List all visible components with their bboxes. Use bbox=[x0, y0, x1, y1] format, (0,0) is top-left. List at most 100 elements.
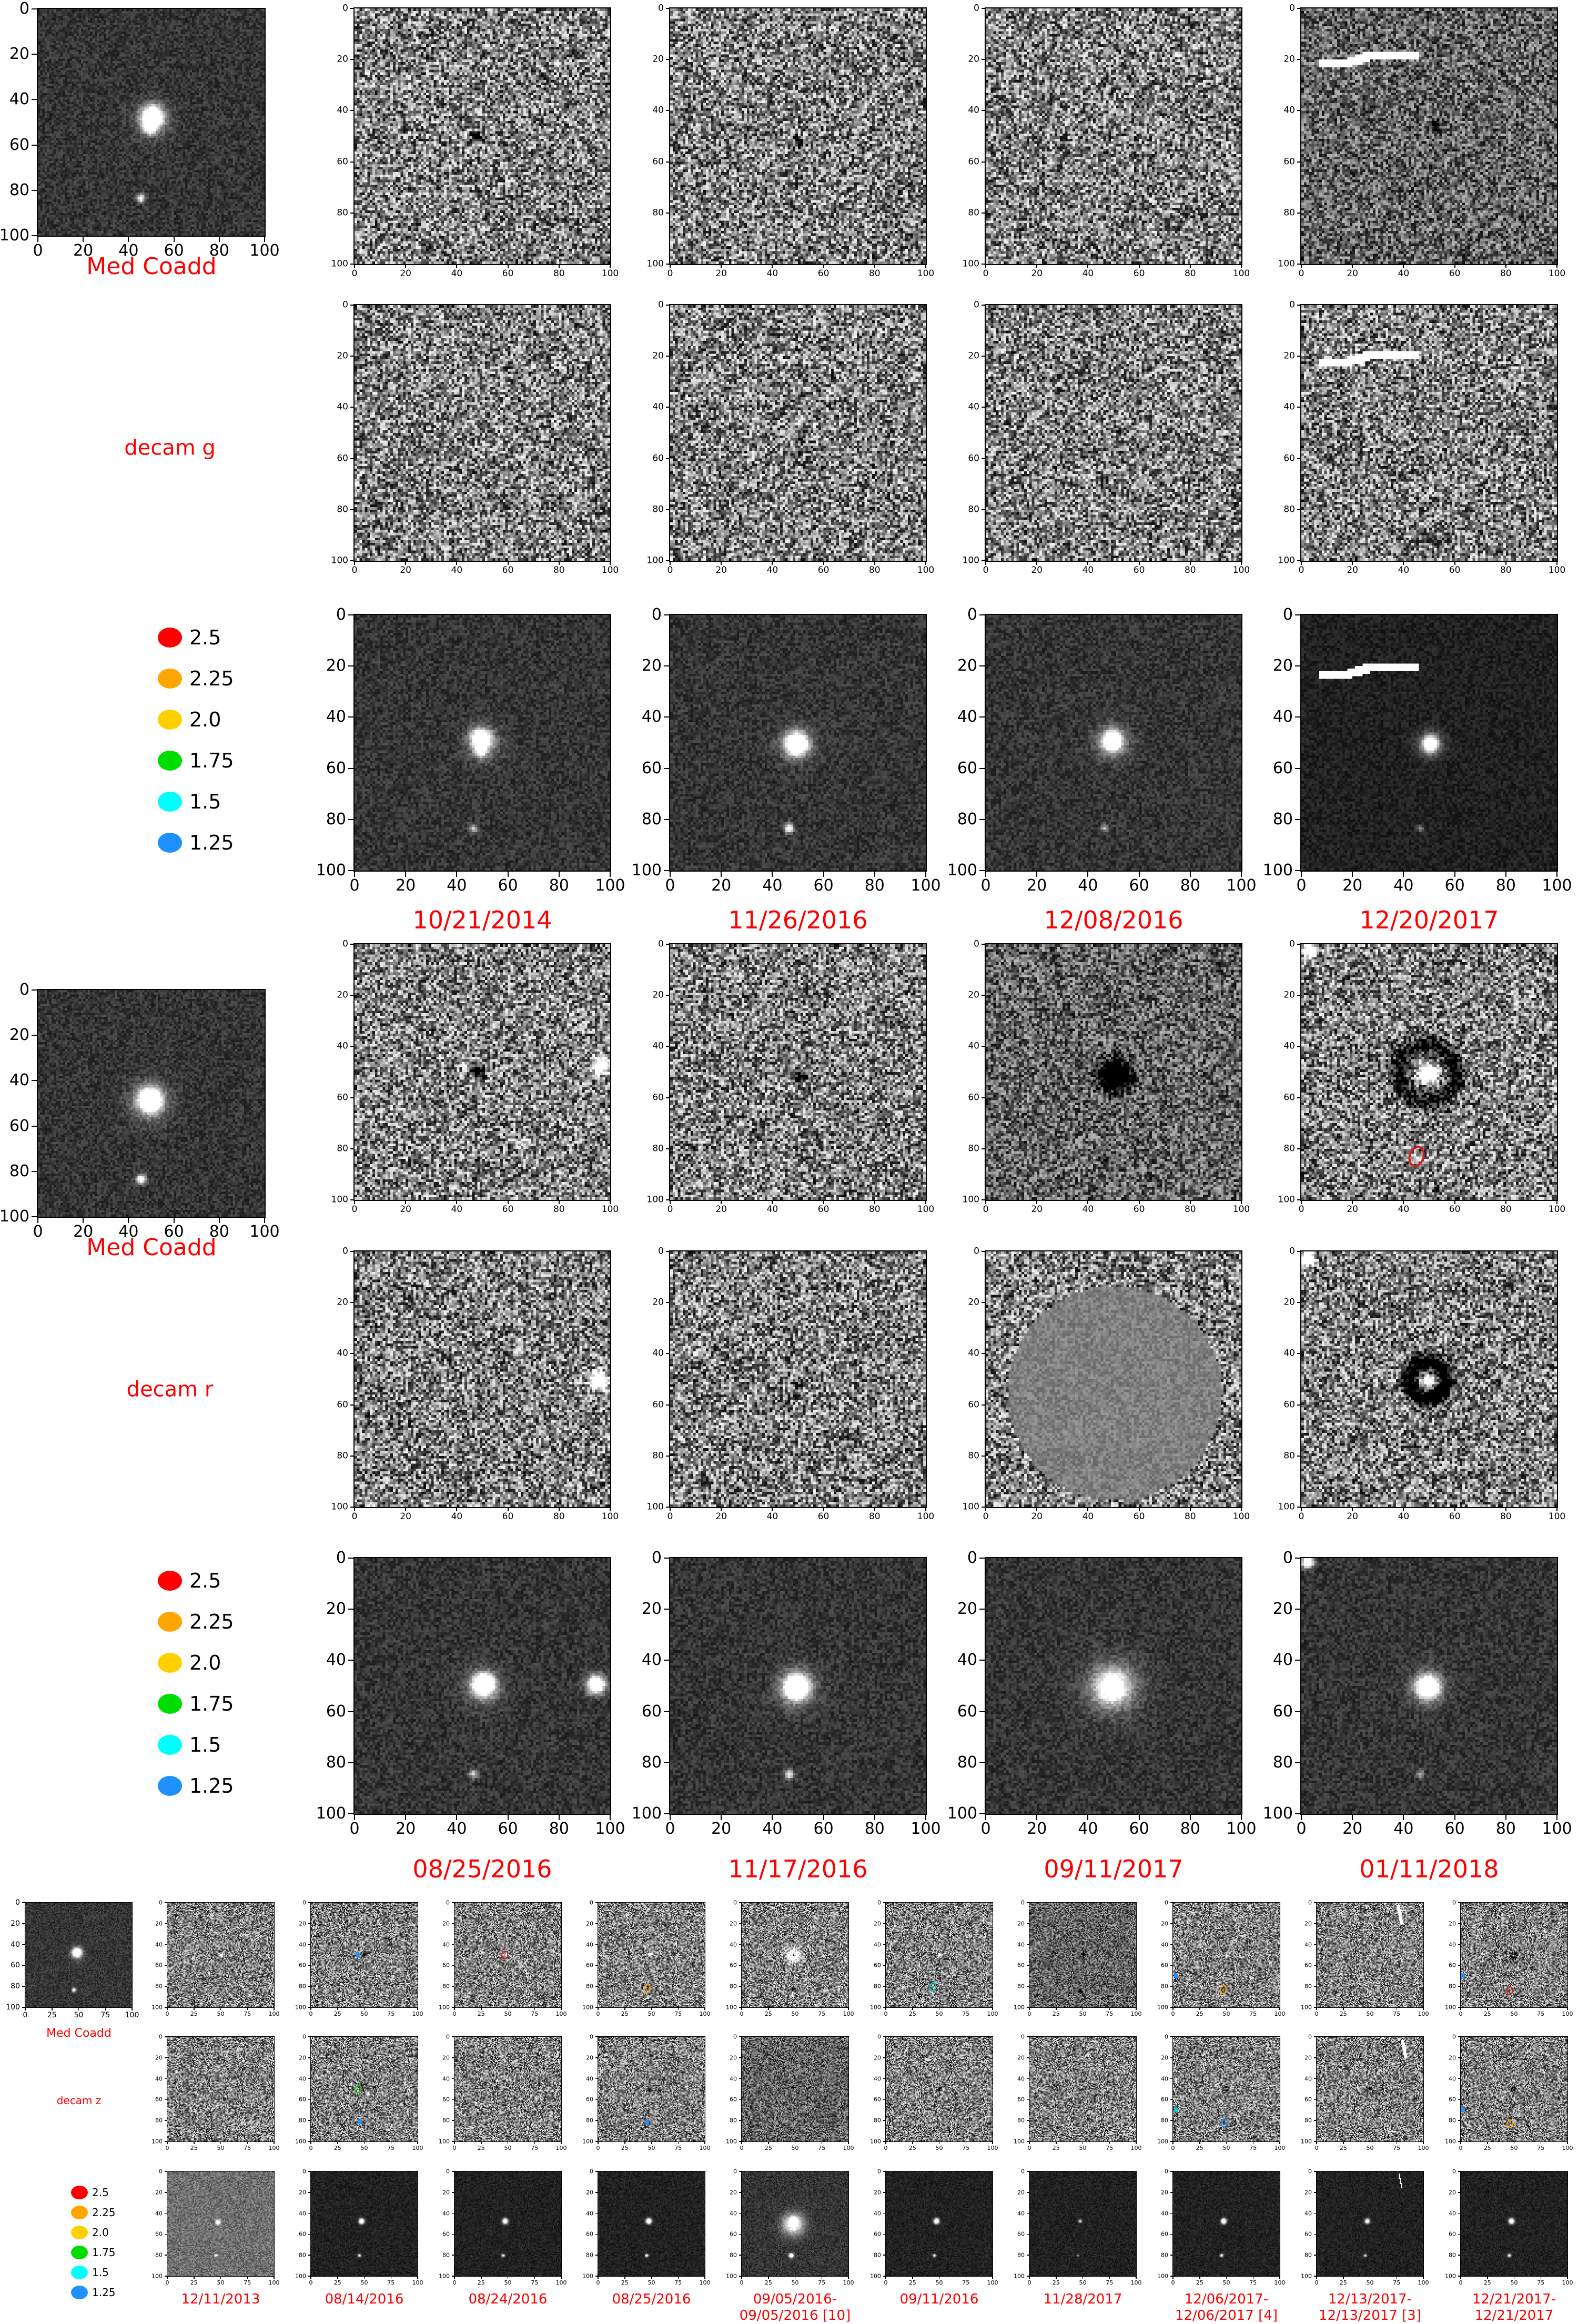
date-label-r-2: 11/17/2016 bbox=[728, 1855, 868, 1883]
tick-mark bbox=[965, 2276, 966, 2279]
axis-tick-label: 50 bbox=[791, 2145, 799, 2151]
tick-mark bbox=[739, 2057, 742, 2058]
tick-mark bbox=[348, 870, 355, 871]
axis-tick-label: 100 bbox=[1226, 876, 1257, 895]
axis-tick-label: 25 bbox=[1052, 2145, 1060, 2151]
panel-g-r2-c3: 0 20 40 60 80 100 0 20 40 60 80 100 bbox=[963, 300, 1250, 575]
axis-tick-label: 40 bbox=[641, 1651, 662, 1670]
axis-tick-label: 100 bbox=[125, 2011, 139, 2019]
axis-tick-label: 0 bbox=[651, 1549, 662, 1567]
band-label-r: decam r bbox=[126, 1377, 214, 1402]
axis-tick-label: 60 bbox=[968, 1399, 979, 1410]
axis-tick-label: 100 bbox=[1548, 1511, 1566, 1522]
detection-marker bbox=[1461, 1973, 1465, 1979]
tick-mark bbox=[1458, 2036, 1461, 2037]
tick-mark bbox=[912, 2007, 913, 2010]
tick-mark bbox=[456, 871, 458, 877]
axis-tick-label: 60 bbox=[1161, 1962, 1168, 1969]
tick-mark bbox=[664, 665, 670, 667]
tick-mark bbox=[666, 1251, 670, 1252]
cutout-image bbox=[167, 2171, 274, 2276]
axis-tick-label: 0 bbox=[1021, 1899, 1025, 1906]
axis-tick-label: 80 bbox=[868, 1511, 881, 1522]
tick-mark bbox=[848, 2141, 849, 2144]
tick-mark bbox=[32, 54, 38, 55]
tick-mark bbox=[885, 2276, 886, 2279]
tick-mark bbox=[610, 871, 611, 877]
axis-tick-label: 80 bbox=[652, 1450, 664, 1461]
axis-tick-label: 0 bbox=[667, 1204, 673, 1215]
tick-mark bbox=[52, 2007, 53, 2010]
axis-tick-label: 0 bbox=[1314, 2010, 1319, 2017]
tick-mark bbox=[982, 356, 986, 357]
axis-tick-label: 40 bbox=[1283, 105, 1295, 116]
axis-tick-label: 100 bbox=[1274, 2145, 1286, 2151]
tick-mark bbox=[666, 407, 670, 408]
panel-z-r1-c10: 0 25 50 75 100 0 20 40 60 80 100 bbox=[1445, 1900, 1573, 2017]
tick-mark bbox=[1029, 2007, 1030, 2010]
axis-tick-label: 0 bbox=[446, 2168, 450, 2175]
axis-tick-label: 20 bbox=[652, 350, 664, 361]
tick-mark bbox=[481, 2276, 482, 2279]
axis-tick-label: 100 bbox=[439, 2138, 450, 2145]
tick-mark bbox=[979, 1660, 986, 1661]
tick-mark bbox=[595, 2192, 598, 2193]
tick-mark bbox=[507, 561, 509, 565]
tick-mark bbox=[670, 1507, 671, 1511]
tick-mark bbox=[1301, 561, 1302, 565]
tick-mark bbox=[310, 2141, 311, 2144]
panel-z-r1-c3: 0 25 50 75 100 0 20 40 60 80 100 bbox=[439, 1900, 567, 2017]
tick-mark bbox=[1029, 2276, 1030, 2279]
tick-mark bbox=[1170, 2212, 1173, 2214]
tick-mark bbox=[456, 1200, 458, 1204]
tick-mark bbox=[1458, 2099, 1461, 2100]
axis-tick-label: 40 bbox=[442, 1941, 450, 1948]
tick-mark bbox=[1027, 2007, 1029, 2008]
tick-mark bbox=[874, 1200, 875, 1204]
axis-tick-label: 60 bbox=[817, 1511, 830, 1522]
tick-mark bbox=[22, 1923, 25, 1924]
tick-mark bbox=[772, 871, 773, 877]
tick-mark bbox=[1396, 2276, 1397, 2279]
tick-mark bbox=[595, 2212, 598, 2214]
tick-mark bbox=[1403, 1200, 1404, 1204]
panel-g-r2-c4: 0 20 40 60 80 100 0 20 40 60 80 100 bbox=[1278, 300, 1566, 575]
cutout-image bbox=[1301, 1558, 1557, 1814]
panel-r-r3-c4: 0 20 40 60 80 100 0 20 40 60 80 100 bbox=[1263, 1550, 1572, 1837]
panel-r-r1-c3: 0 20 40 60 80 100 0 20 40 60 80 100 bbox=[963, 939, 1250, 1214]
axis-tick-label: 20 bbox=[1031, 1204, 1043, 1215]
axis-tick-label: 40 bbox=[299, 2075, 306, 2083]
axis-tick-label: 80 bbox=[337, 504, 348, 515]
axis-tick-label: 20 bbox=[968, 54, 979, 65]
panel-z-r3-c9: 0 25 50 75 100 0 20 40 60 80 100 bbox=[1301, 2169, 1429, 2286]
tick-mark bbox=[452, 2192, 454, 2193]
axis-tick-label: 50 bbox=[1510, 2279, 1518, 2286]
cutout-view bbox=[886, 1903, 993, 2007]
tick-mark bbox=[666, 560, 670, 561]
tick-mark bbox=[595, 1965, 598, 1966]
tick-mark bbox=[1301, 264, 1302, 268]
cutout-view bbox=[670, 1558, 926, 1814]
tick-mark bbox=[1460, 2007, 1461, 2010]
axis-tick-label: 75 bbox=[818, 2279, 826, 2286]
tick-mark bbox=[982, 1507, 986, 1508]
axis-tick-label: 80 bbox=[874, 1983, 881, 1990]
tick-mark bbox=[1314, 2141, 1317, 2142]
axis-tick-label: 40 bbox=[1283, 401, 1295, 412]
tick-mark bbox=[350, 458, 355, 459]
axis-tick-label: 80 bbox=[868, 565, 881, 575]
tick-mark bbox=[1301, 1507, 1302, 1511]
axis-tick-label: 20 bbox=[641, 656, 662, 675]
axis-tick-label: 20 bbox=[1304, 2054, 1312, 2062]
axis-tick-label: 60 bbox=[957, 1702, 977, 1721]
legend-label: 2.0 bbox=[92, 2226, 109, 2239]
tick-mark bbox=[1369, 2141, 1371, 2144]
axis-tick-label: 100 bbox=[151, 2138, 163, 2145]
axis-tick-label: 75 bbox=[387, 2279, 395, 2286]
tick-mark bbox=[1458, 2192, 1461, 2193]
axis-tick-label: 25 bbox=[477, 2279, 485, 2286]
tick-mark bbox=[666, 1097, 670, 1098]
tick-mark bbox=[1505, 1814, 1506, 1820]
tick-mark bbox=[1172, 2276, 1174, 2279]
axis-tick-label: 100 bbox=[1278, 555, 1295, 566]
